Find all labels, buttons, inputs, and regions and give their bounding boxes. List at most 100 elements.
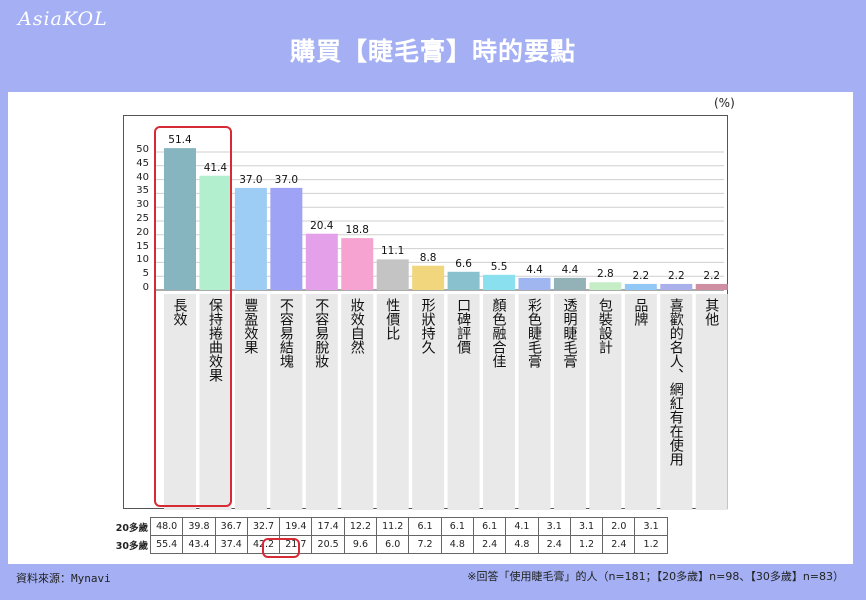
bar [695, 283, 728, 290]
bar [412, 265, 445, 290]
table-row: 20多歲 48.0 39.8 36.7 32.7 19.4 17.4 12.2 11.2 6.1 6… [114, 517, 668, 536]
category-label: 豐盈效果 [242, 298, 259, 354]
bar [305, 233, 338, 290]
bar [447, 271, 480, 290]
bar [234, 187, 267, 290]
bar-value-label: 2.2 [632, 269, 650, 282]
y-tick-label: 0 [142, 282, 149, 293]
table-cell: 6.1 [472, 517, 507, 536]
category-label: 不容易脫妝 [313, 298, 330, 368]
table-cell: 48.0 [149, 517, 184, 536]
label-strip [695, 294, 728, 510]
category-label: 性價比 [384, 298, 401, 340]
bar [341, 238, 374, 290]
bar-value-label: 6.6 [455, 257, 472, 270]
breakdown-table: 20多歲 48.0 39.8 36.7 32.7 19.4 17.4 12.2 11.2 6.1 6… [114, 517, 668, 554]
y-tick-label: 30 [136, 199, 149, 211]
bar [589, 282, 622, 290]
table-cell: 37.4 [214, 535, 248, 554]
category-label: 長效 [171, 298, 188, 326]
table-cell: 6.1 [440, 517, 474, 536]
table-cell: 6.0 [376, 535, 410, 554]
table-cell: 4.1 [505, 517, 539, 536]
label-strip [376, 294, 409, 510]
bar-value-label: 5.5 [490, 260, 508, 273]
bar [376, 259, 409, 290]
table-cell: 2.0 [602, 517, 636, 536]
table-cell: 2.4 [472, 535, 507, 554]
category-label: 喜歡的名人、網紅有在使用 [667, 298, 684, 466]
table-cell: 4.8 [440, 535, 474, 554]
label-strip [553, 294, 586, 510]
y-tick-label: 20 [136, 226, 149, 238]
bar-value-label: 2.2 [667, 269, 685, 282]
table-cell: 2.4 [602, 535, 636, 554]
bar [483, 274, 516, 290]
chart-area: 51.4 長效 41.4 保持捲曲效果 37.0 豐盈效果 37.0 不容易結塊 20.4 不容易… [123, 115, 728, 510]
bar [553, 277, 586, 290]
table-cell: 20.5 [311, 535, 345, 554]
bar-value-label: 11.1 [380, 245, 405, 258]
bar [660, 283, 693, 290]
label-strip [518, 294, 551, 510]
table-cell: 3.1 [634, 517, 668, 536]
bar-value-label: 37.0 [239, 173, 263, 186]
bar-value-label: 37.0 [274, 173, 299, 186]
chart-panel: (%) 51.4 長效 41.4 保持捲曲效果 37.0 豐盈效果 37.0 不容易結塊 20.… [8, 92, 853, 564]
label-strip [199, 294, 232, 510]
label-strip [305, 294, 338, 510]
table-cell: 1.2 [634, 535, 668, 554]
table-cell: 11.2 [376, 517, 410, 536]
bar-value-label: 2.2 [703, 269, 721, 282]
label-strip [234, 294, 267, 510]
label-strip [660, 294, 693, 510]
page-title: 購買【睫毛膏】時的要點 [289, 37, 576, 66]
table-cell: 3.1 [537, 517, 571, 536]
bar [164, 148, 196, 290]
category-label: 形狀持久 [419, 298, 436, 354]
category-label: 不容易結塊 [277, 298, 294, 368]
table-cell: 9.6 [343, 535, 378, 554]
unit-label: (%) [714, 96, 735, 110]
category-label: 保持捲曲效果 [206, 298, 223, 382]
table-cell: 2.4 [537, 535, 571, 554]
label-strip [447, 294, 480, 510]
bar-value-label: 51.4 [168, 134, 192, 147]
category-label: 口碑評價 [455, 298, 472, 354]
label-strip [412, 294, 445, 510]
bar-value-label: 4.4 [526, 263, 543, 276]
bar-value-label: 8.8 [419, 251, 437, 264]
table-cell: 12.2 [343, 517, 378, 536]
y-tick-label: 5 [142, 268, 149, 280]
label-strip [164, 294, 196, 510]
table-cell: 17.4 [311, 517, 345, 536]
y-tick-label: 50 [136, 144, 149, 155]
brand-logo: AsiaKOL [18, 8, 108, 30]
bar [199, 175, 232, 290]
category-label: 顏色融合佳 [490, 298, 507, 368]
bar-value-label: 4.4 [561, 263, 579, 276]
table-row: 30多歲 55.4 43.4 37.4 42.2 21.7 20.5 9.6 6.0 7.2 4.8… [114, 535, 668, 554]
y-tick-label: 35 [136, 185, 149, 197]
y-tick-label: 15 [136, 240, 149, 252]
table-cell: 6.1 [408, 517, 442, 536]
bar [270, 187, 303, 290]
source-text: 資料來源：Mynavi [16, 572, 111, 585]
category-label: 妝效自然 [348, 298, 365, 354]
bar-value-label: 2.8 [597, 268, 614, 281]
footnote: ※回答「使用睫毛膏」的人（n=181；【20多歲】n=98、【30多歲】n=83… [467, 570, 844, 583]
table-cell: 19.4 [279, 517, 313, 536]
label-strip [589, 294, 622, 510]
bar-value-label: 41.4 [203, 161, 228, 174]
bar-value-label: 18.8 [345, 224, 369, 237]
y-tick-label: 25 [136, 213, 149, 224]
table-cell: 39.8 [182, 517, 216, 536]
highlight-cell [262, 538, 300, 558]
label-strip [341, 294, 374, 510]
bar [624, 283, 657, 290]
category-label: 品牌 [632, 298, 649, 326]
bar [518, 277, 551, 290]
bar-chart [156, 148, 728, 510]
table-cell: 43.4 [182, 535, 216, 554]
y-tick-label: 40 [136, 171, 149, 183]
